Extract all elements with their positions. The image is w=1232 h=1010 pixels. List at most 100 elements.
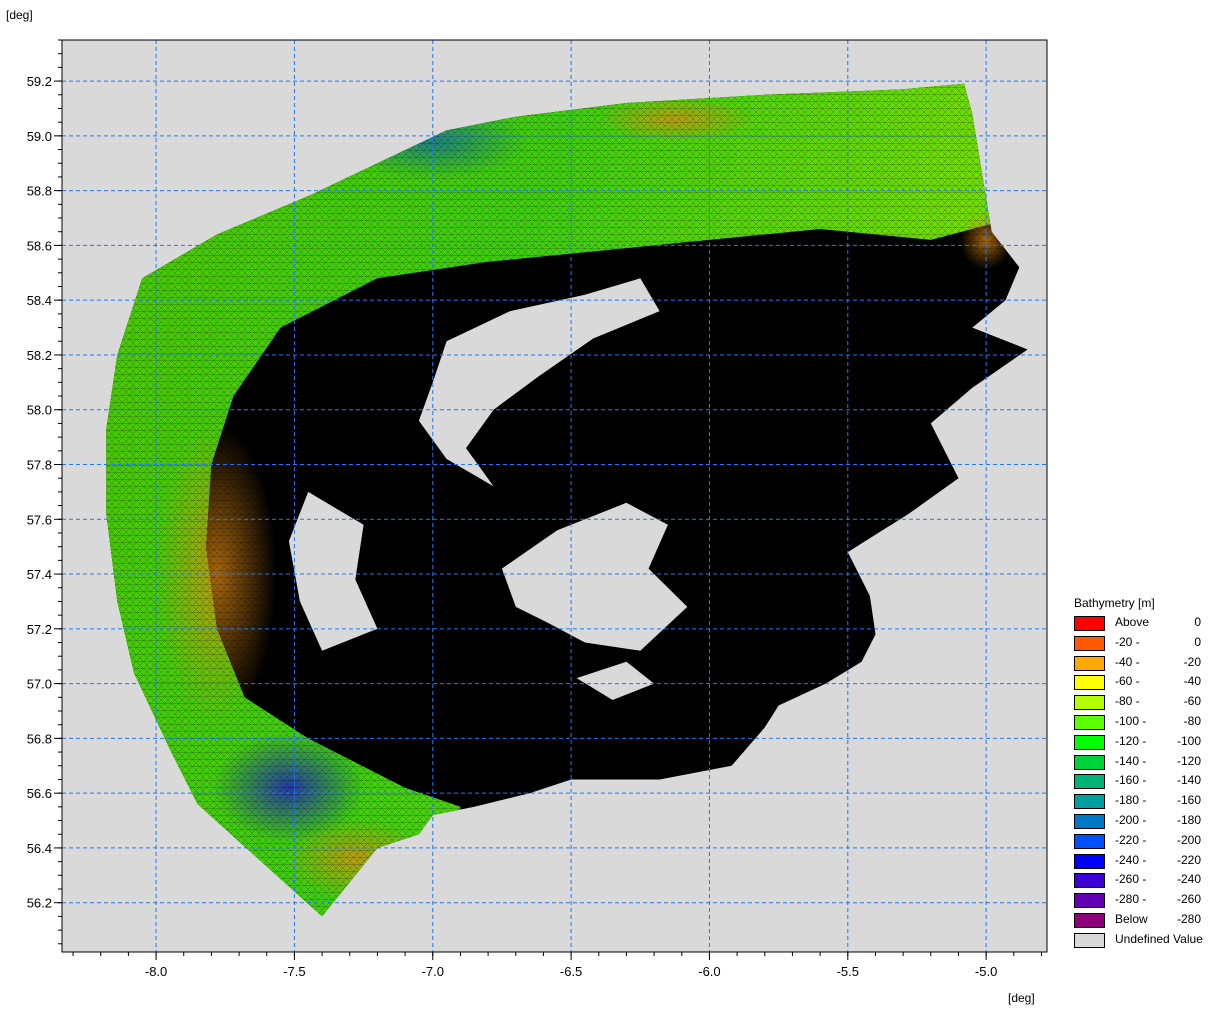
land-area [418,278,660,487]
legend-range-end: -220 [1176,852,1201,867]
y-tick-label: 58.2 [27,348,52,363]
legend-swatch [1074,734,1105,750]
legend-range-start: -80 - [1115,694,1140,709]
grid-lines [62,40,1047,952]
legend-swatch [1074,813,1105,829]
legend-entry: -260 - -240 [1074,871,1232,891]
y-tick-label: 57.0 [27,677,52,692]
legend-entry: -140 - -120 [1074,753,1232,773]
legend-entry: -280 - -260 [1074,891,1232,911]
legend-range-start: -240 - [1115,852,1147,867]
y-tick-label: 59.2 [27,74,52,89]
legend-range-start: -200 - [1115,812,1147,827]
legend-range-end: -60 [1183,694,1201,709]
y-tick-label: 56.2 [27,896,52,911]
legend-swatch [1074,794,1105,810]
legend-swatch [1074,616,1105,631]
legend-range-start: -40 - [1115,654,1140,669]
legend-range-start: -280 - [1115,892,1147,907]
legend-entry: -240 - -220 [1074,852,1232,872]
legend-range-end: -240 [1176,872,1201,887]
legend-swatch [1074,695,1105,711]
y-tick-label: 56.8 [27,731,52,746]
legend-range-start: -60 - [1115,674,1140,689]
y-tick-label: 57.8 [27,458,52,473]
legend-swatch [1074,714,1105,730]
land-area [501,502,688,651]
x-tick-label: -5.0 [975,964,997,979]
legend-range-end: -120 [1176,753,1201,768]
legend-range-start: -140 - [1115,753,1147,768]
legend-swatch [1074,932,1105,948]
legend-label: Undefined Value [1115,931,1203,946]
y-tick-label: 57.2 [27,622,52,637]
legend-range-end: -100 [1176,733,1201,748]
y-tick-label: 59.0 [27,129,52,144]
legend-range-end: -160 [1176,793,1201,808]
legend-swatch [1074,655,1105,671]
legend-range-start: -180 - [1115,793,1147,808]
legend-range-start: -260 - [1115,872,1147,887]
legend-range-end: -200 [1176,832,1201,847]
x-tick-label: -8.0 [145,964,167,979]
x-tick-label: -7.5 [283,964,305,979]
y-tick-label: 56.4 [27,841,52,856]
legend-entry: -100 - -80 [1074,713,1232,733]
legend-range-end: -260 [1176,892,1201,907]
legend-range-end: 0 [1194,634,1201,649]
legend-range-start: -120 - [1115,733,1147,748]
axes: -8.0 -7.5 -7.0 -6.5 -6.0 -5.5 -5.0 56.2 56.4 56.6… [27,39,1042,979]
y-tick-label: 57.6 [27,512,52,527]
legend-entry: -220 - -200 [1074,832,1232,852]
legend-range-end: -140 [1176,773,1201,788]
legend-entry: Above 0 [1074,614,1232,634]
plot-frame [61,39,1048,953]
legend-swatch [1074,873,1105,889]
legend-entry: Undefined Value [1074,931,1232,951]
y-tick-label: 58.4 [27,293,52,308]
legend-swatch [1074,912,1105,928]
legend-entry: -180 - -160 [1074,792,1232,812]
legend-entry: -120 - -100 [1074,733,1232,753]
legend-range-start: Above [1115,615,1150,629]
legend-swatch [1074,754,1105,770]
legend-range-start: -100 - [1115,713,1147,728]
x-tick-label: -6.5 [560,964,582,979]
legend-title: Bathymetry [m] [1074,596,1155,610]
land-area [576,661,655,700]
legend-range-end: -20 [1183,654,1201,669]
legend-swatch [1074,893,1105,909]
land-area [288,491,378,651]
legend-range-start: -160 - [1115,773,1147,788]
legend-swatch [1074,635,1105,651]
y-tick-label: 58.6 [27,238,52,253]
legend-range-end: -280 [1176,911,1201,926]
x-axis-unit: [deg] [1008,991,1035,1005]
y-tick-label: 56.6 [27,786,52,801]
legend-range-end: -80 [1183,713,1201,728]
x-tick-label: -7.0 [422,964,444,979]
legend-entry: -200 - -180 [1074,812,1232,832]
legend-range-start: -20 - [1115,634,1140,649]
y-tick-label: 58.0 [27,403,52,418]
x-tick-label: -6.0 [698,964,720,979]
legend-swatch [1074,675,1105,691]
legend-entry: -60 - -40 [1074,673,1232,693]
legend-range-start: Below [1115,911,1148,926]
legend-range-start: -220 - [1115,832,1147,847]
x-tick-label: -5.5 [837,964,859,979]
legend-range-end: -180 [1176,812,1201,827]
y-axis-unit: [deg] [6,8,33,22]
y-tick-label: 58.8 [27,184,52,199]
y-tick-label: 57.4 [27,567,52,582]
legend-entry: -20 - 0 [1074,634,1232,654]
legend: Bathymetry [m] Above 0 -20 - 0 -40 - -20 -60 -… [1074,596,1232,951]
legend-entry: -40 - -20 [1074,654,1232,674]
legend-entry: -160 - -140 [1074,772,1232,792]
legend-swatch [1074,774,1105,790]
legend-range-end: -40 [1183,674,1201,689]
legend-swatch [1074,833,1105,849]
legend-range-end: 0 [1194,615,1201,629]
legend-entry: -80 - -60 [1074,693,1232,713]
